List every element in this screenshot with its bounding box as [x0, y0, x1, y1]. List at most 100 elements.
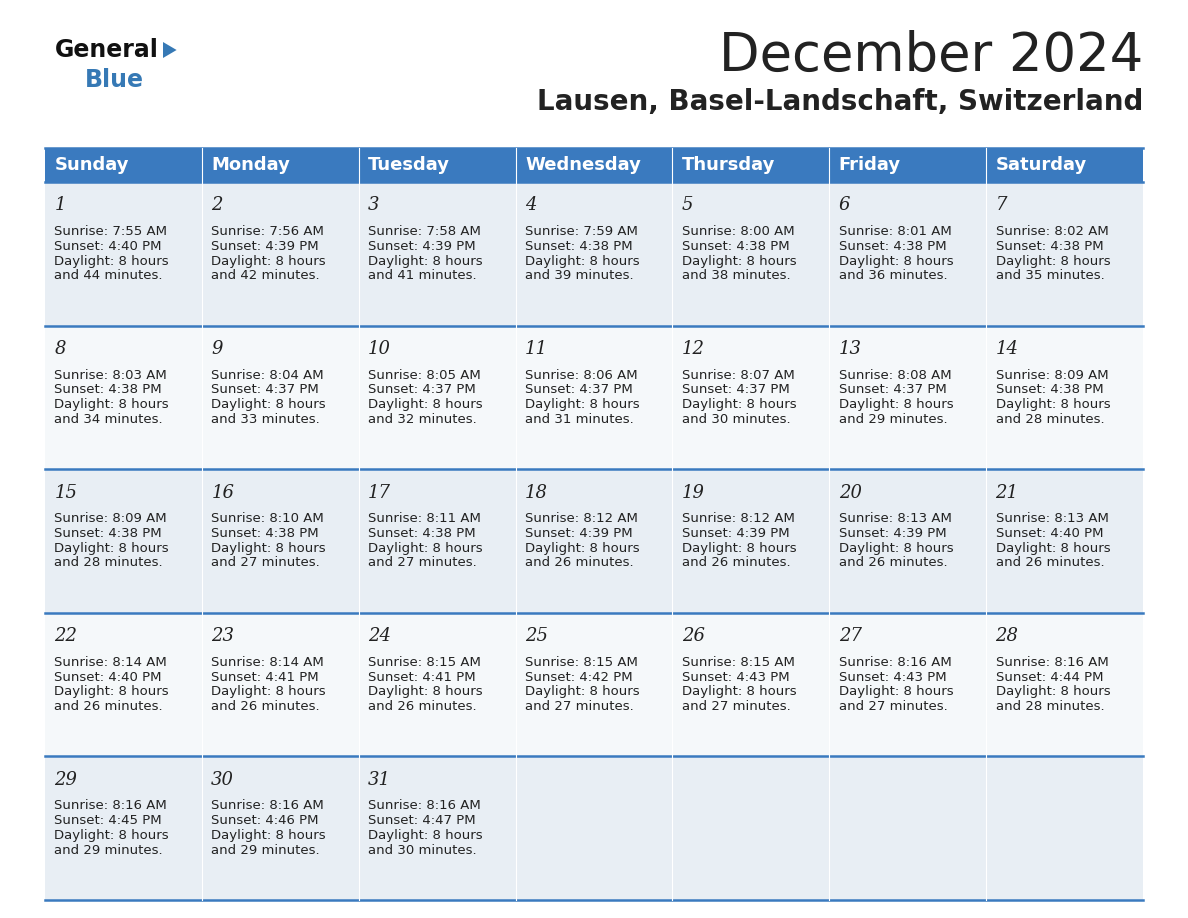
Text: Sunrise: 8:02 AM: Sunrise: 8:02 AM [996, 225, 1108, 238]
Bar [986, 182, 1143, 326]
Text: Sunrise: 8:00 AM: Sunrise: 8:00 AM [682, 225, 795, 238]
Text: 18: 18 [525, 484, 548, 501]
Bar [516, 182, 672, 326]
Text: Blue: Blue [86, 68, 144, 92]
Text: Daylight: 8 hours: Daylight: 8 hours [839, 542, 953, 554]
Text: Sunset: 4:42 PM: Sunset: 4:42 PM [525, 671, 632, 684]
Text: and 26 minutes.: and 26 minutes. [525, 556, 633, 569]
Text: Daylight: 8 hours: Daylight: 8 hours [55, 829, 169, 842]
Text: and 32 minutes.: and 32 minutes. [368, 413, 476, 426]
Text: Daylight: 8 hours: Daylight: 8 hours [55, 398, 169, 411]
Bar [516, 756, 672, 900]
Text: Sunset: 4:39 PM: Sunset: 4:39 PM [682, 527, 790, 540]
Text: 30: 30 [211, 771, 234, 789]
Text: Daylight: 8 hours: Daylight: 8 hours [682, 686, 796, 699]
Text: 8: 8 [55, 340, 65, 358]
Text: Sunrise: 8:09 AM: Sunrise: 8:09 AM [996, 369, 1108, 382]
Text: Daylight: 8 hours: Daylight: 8 hours [368, 542, 482, 554]
Text: Daylight: 8 hours: Daylight: 8 hours [525, 686, 639, 699]
Text: Sunrise: 8:16 AM: Sunrise: 8:16 AM [839, 655, 952, 669]
Text: Sunrise: 8:16 AM: Sunrise: 8:16 AM [211, 800, 324, 812]
Text: Thursday: Thursday [682, 156, 776, 174]
Text: Sunset: 4:39 PM: Sunset: 4:39 PM [211, 240, 318, 252]
Text: Sunrise: 8:15 AM: Sunrise: 8:15 AM [368, 655, 481, 669]
Text: Sunrise: 8:12 AM: Sunrise: 8:12 AM [525, 512, 638, 525]
Text: Daylight: 8 hours: Daylight: 8 hours [682, 254, 796, 267]
Text: 15: 15 [55, 484, 77, 501]
Text: Daylight: 8 hours: Daylight: 8 hours [682, 542, 796, 554]
Bar [829, 613, 986, 756]
Text: and 26 minutes.: and 26 minutes. [368, 700, 476, 713]
Text: Sunrise: 8:15 AM: Sunrise: 8:15 AM [682, 655, 795, 669]
Text: Sunset: 4:37 PM: Sunset: 4:37 PM [839, 384, 947, 397]
Text: Daylight: 8 hours: Daylight: 8 hours [368, 686, 482, 699]
Text: Sunset: 4:43 PM: Sunset: 4:43 PM [682, 671, 790, 684]
Text: 6: 6 [839, 196, 851, 215]
Text: Daylight: 8 hours: Daylight: 8 hours [996, 542, 1110, 554]
Text: Sunset: 4:45 PM: Sunset: 4:45 PM [55, 814, 162, 827]
Text: Sunrise: 8:15 AM: Sunrise: 8:15 AM [525, 655, 638, 669]
Bar [359, 756, 516, 900]
Text: Sunset: 4:37 PM: Sunset: 4:37 PM [682, 384, 790, 397]
Bar [829, 756, 986, 900]
Text: and 27 minutes.: and 27 minutes. [682, 700, 790, 713]
Text: Daylight: 8 hours: Daylight: 8 hours [996, 254, 1110, 267]
Text: and 28 minutes.: and 28 minutes. [996, 413, 1104, 426]
Text: Sunset: 4:38 PM: Sunset: 4:38 PM [525, 240, 632, 252]
Text: and 38 minutes.: and 38 minutes. [682, 269, 790, 282]
Text: Daylight: 8 hours: Daylight: 8 hours [525, 254, 639, 267]
Bar [45, 469, 202, 613]
Bar [516, 326, 672, 469]
Text: Sunrise: 8:05 AM: Sunrise: 8:05 AM [368, 369, 481, 382]
Text: Sunset: 4:47 PM: Sunset: 4:47 PM [368, 814, 475, 827]
Text: Wednesday: Wednesday [525, 156, 640, 174]
Text: and 28 minutes.: and 28 minutes. [996, 700, 1104, 713]
Text: and 30 minutes.: and 30 minutes. [682, 413, 790, 426]
Text: and 29 minutes.: and 29 minutes. [839, 413, 947, 426]
Text: Daylight: 8 hours: Daylight: 8 hours [525, 398, 639, 411]
Text: and 26 minutes.: and 26 minutes. [996, 556, 1104, 569]
Text: Saturday: Saturday [996, 156, 1087, 174]
Text: and 28 minutes.: and 28 minutes. [55, 556, 163, 569]
Bar [202, 326, 359, 469]
Text: 23: 23 [211, 627, 234, 645]
Text: Sunset: 4:40 PM: Sunset: 4:40 PM [55, 240, 162, 252]
Text: Daylight: 8 hours: Daylight: 8 hours [55, 542, 169, 554]
Text: Sunrise: 8:14 AM: Sunrise: 8:14 AM [211, 655, 324, 669]
Text: Sunrise: 8:10 AM: Sunrise: 8:10 AM [211, 512, 324, 525]
Text: Tuesday: Tuesday [368, 156, 450, 174]
Text: Sunset: 4:38 PM: Sunset: 4:38 PM [839, 240, 947, 252]
Text: Sunrise: 8:09 AM: Sunrise: 8:09 AM [55, 512, 168, 525]
Text: Sunset: 4:38 PM: Sunset: 4:38 PM [996, 384, 1104, 397]
Text: Sunrise: 8:06 AM: Sunrise: 8:06 AM [525, 369, 638, 382]
Text: Sunset: 4:44 PM: Sunset: 4:44 PM [996, 671, 1102, 684]
Text: 3: 3 [368, 196, 380, 215]
Text: and 31 minutes.: and 31 minutes. [525, 413, 633, 426]
Text: Daylight: 8 hours: Daylight: 8 hours [368, 398, 482, 411]
Text: Friday: Friday [839, 156, 901, 174]
Text: and 33 minutes.: and 33 minutes. [211, 413, 320, 426]
Text: and 29 minutes.: and 29 minutes. [211, 844, 320, 856]
Text: General: General [55, 38, 159, 62]
Text: Daylight: 8 hours: Daylight: 8 hours [368, 254, 482, 267]
Text: 2: 2 [211, 196, 223, 215]
Bar [986, 613, 1143, 756]
Text: Sunset: 4:38 PM: Sunset: 4:38 PM [211, 527, 318, 540]
Text: 13: 13 [839, 340, 861, 358]
Text: Sunrise: 8:13 AM: Sunrise: 8:13 AM [839, 512, 952, 525]
Bar [45, 182, 202, 326]
Text: Sunset: 4:38 PM: Sunset: 4:38 PM [368, 527, 475, 540]
Text: 29: 29 [55, 771, 77, 789]
Bar [359, 326, 516, 469]
Text: and 44 minutes.: and 44 minutes. [55, 269, 163, 282]
Text: Sunset: 4:38 PM: Sunset: 4:38 PM [996, 240, 1104, 252]
Text: 1: 1 [55, 196, 65, 215]
Text: Daylight: 8 hours: Daylight: 8 hours [211, 686, 326, 699]
Text: Sunrise: 7:56 AM: Sunrise: 7:56 AM [211, 225, 324, 238]
Text: and 27 minutes.: and 27 minutes. [525, 700, 633, 713]
Bar [45, 148, 202, 182]
Bar [359, 182, 516, 326]
Text: Sunrise: 8:14 AM: Sunrise: 8:14 AM [55, 655, 168, 669]
Text: and 30 minutes.: and 30 minutes. [368, 844, 476, 856]
Bar [45, 613, 202, 756]
